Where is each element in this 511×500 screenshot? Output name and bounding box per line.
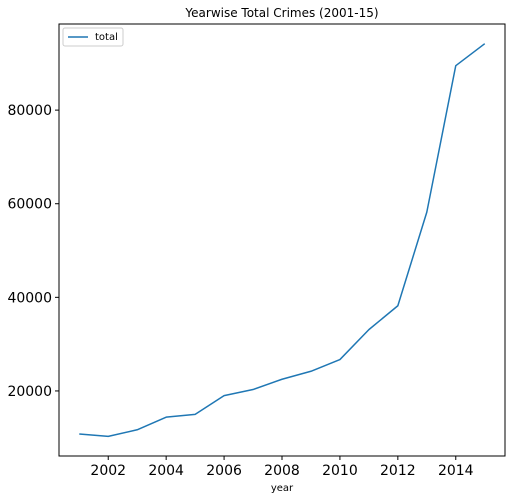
x-tick-label: 2008 bbox=[264, 463, 300, 479]
y-tick-label: 60000 bbox=[7, 197, 52, 213]
x-tick-label: 2012 bbox=[380, 463, 416, 479]
y-tick-label: 40000 bbox=[7, 290, 52, 306]
y-axis: 20000 40000 60000 80000 bbox=[7, 103, 59, 400]
y-tick-label: 20000 bbox=[7, 384, 52, 400]
x-tick-label: 2014 bbox=[438, 463, 474, 479]
x-tick-label: 2004 bbox=[148, 463, 184, 479]
plot-frame bbox=[58, 23, 506, 457]
x-axis: 2002 2004 2006 2008 2010 2012 2014 bbox=[90, 456, 474, 479]
x-tick-label: 2002 bbox=[90, 463, 126, 479]
legend-box bbox=[62, 27, 124, 47]
legend: total bbox=[62, 27, 124, 47]
y-tick-label: 80000 bbox=[7, 103, 52, 119]
x-axis-label: year bbox=[271, 483, 294, 494]
chart-title: Yearwise Total Crimes (2001-15) bbox=[184, 6, 378, 20]
x-tick-label: 2010 bbox=[322, 463, 358, 479]
plot-area bbox=[79, 43, 486, 438]
series-line-total bbox=[79, 43, 486, 438]
legend-label-total: total bbox=[95, 32, 118, 43]
x-tick-label: 2006 bbox=[206, 463, 242, 479]
